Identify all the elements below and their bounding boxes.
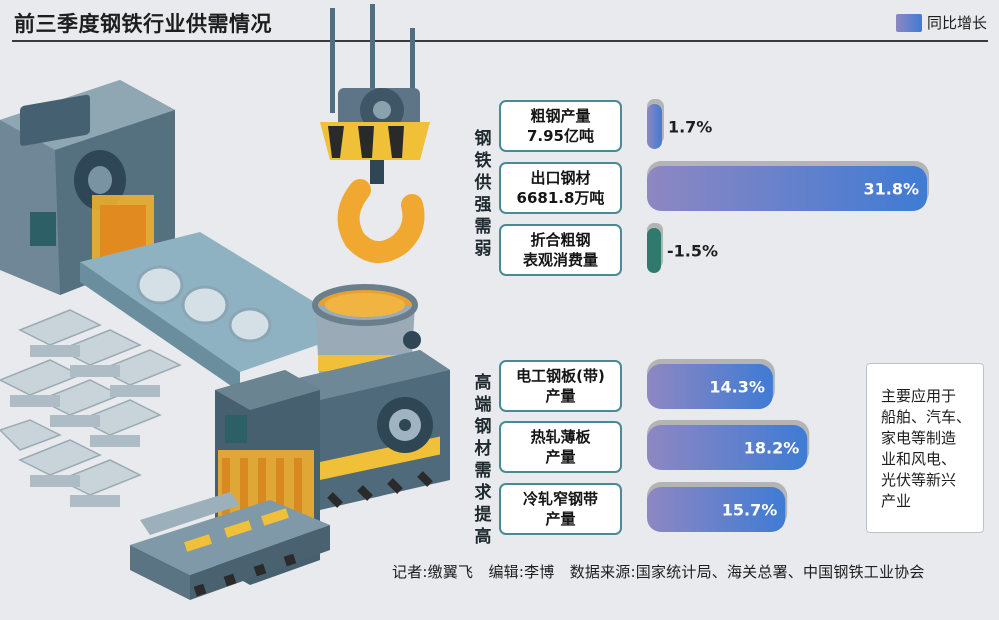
steel-beams-icon — [0, 309, 182, 507]
item-label-line1: 粗钢产量 — [530, 107, 591, 125]
note-line: 主要应用于 — [881, 387, 957, 405]
page-title: 前三季度钢铁行业供需情况 — [14, 12, 272, 36]
item-label-line2: 产量 — [545, 387, 576, 405]
bar-value-label: 31.8% — [863, 180, 919, 199]
legend: 同比增长 — [895, 12, 987, 33]
item-label-line2: 产量 — [545, 448, 576, 466]
item-label-line2: 7.95亿吨 — [526, 127, 594, 145]
crane-hook-icon — [320, 4, 430, 263]
bar-5 — [647, 487, 786, 532]
bar-value-label: 18.2% — [744, 439, 800, 458]
item-label-line2: 产量 — [545, 510, 576, 528]
bar-1 — [647, 166, 927, 211]
conveyor-belt-icon — [80, 232, 360, 392]
credits-footer: 记者:缴翼飞 编辑:李博 数据来源:国家统计局、海关总署、中国钢铁工业协会 — [392, 563, 925, 581]
note-line: 业和风电、 — [881, 450, 957, 468]
bar-4 — [647, 425, 808, 470]
item-label-line1: 出口钢材 — [530, 169, 591, 187]
bar-2 — [647, 228, 661, 273]
note-box: 主要应用于船舶、汽车、 家电等制造业和风电、光伏等新兴产业 — [866, 363, 984, 533]
item-label-line2: 表观消费量 — [522, 251, 598, 269]
item-label-line1: 电工钢板(带) — [516, 367, 605, 385]
bar-value-label: 1.7% — [668, 118, 712, 137]
machine-platform-icon — [290, 350, 450, 510]
item-label-hot-rolled-sheet: 热轧薄板 产量 — [499, 421, 622, 473]
item-label-crude-steel: 粗钢产量 7.95亿吨 — [499, 100, 622, 152]
title-divider — [12, 40, 988, 42]
bar-value-label: 14.3% — [709, 378, 765, 397]
legend-swatch — [895, 13, 922, 32]
item-label-line1: 热轧薄板 — [530, 428, 591, 446]
item-label-export-steel: 出口钢材 6681.8万吨 — [499, 162, 622, 214]
item-label-electrical-steel: 电工钢板(带) 产量 — [499, 360, 622, 412]
item-label-apparent-consumption: 折合粗钢 表观消费量 — [499, 224, 622, 276]
item-label-line1: 冷轧窄钢带 — [522, 490, 598, 508]
note-line: 光伏等新兴 — [881, 471, 957, 489]
note-line: 产业 — [881, 492, 912, 510]
bar-3 — [647, 364, 773, 409]
item-label-line1: 折合粗钢 — [530, 231, 591, 249]
group-label-highend: 高端钢材需求提高 — [474, 373, 492, 547]
legend-label: 同比增长 — [926, 14, 987, 32]
item-label-line2: 6681.8万吨 — [516, 189, 605, 207]
note-line: 船舶、汽车、 — [881, 408, 972, 426]
bar-value-label: 15.7% — [722, 501, 778, 520]
item-label-cold-rolled-strip: 冷轧窄钢带 产量 — [499, 483, 622, 535]
group-label-supply: 钢铁供强需弱 — [474, 129, 492, 259]
bar-value-label: -1.5% — [667, 242, 718, 261]
bar-0 — [647, 104, 662, 149]
note-line: 家电等制造 — [881, 429, 957, 447]
output-conveyor-icon — [130, 492, 330, 600]
